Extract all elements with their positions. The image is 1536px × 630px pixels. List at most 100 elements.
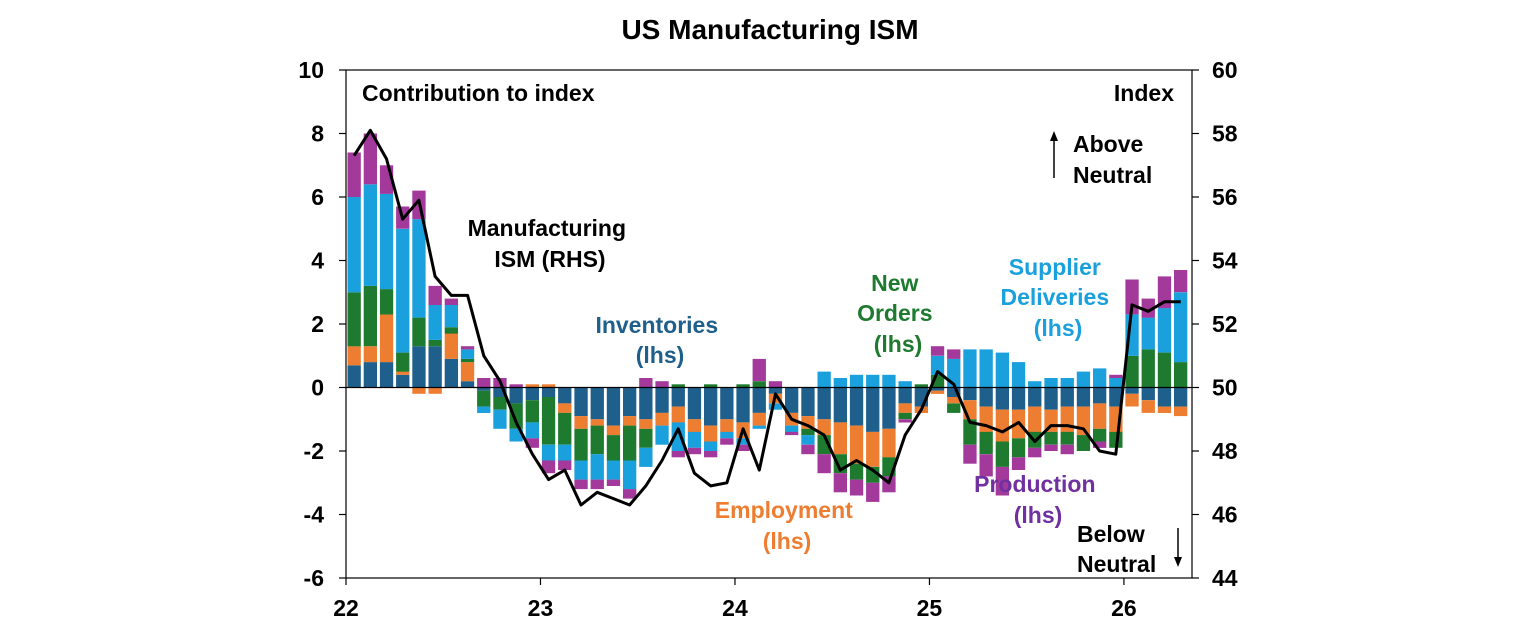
right-tick-label: 56 bbox=[1212, 184, 1238, 210]
left-tick-label: 2 bbox=[311, 311, 324, 337]
bar-supplier-deliveries-2024-01 bbox=[736, 438, 750, 445]
bar-new-orders-2025-02 bbox=[947, 403, 961, 413]
bar-production-2025-04 bbox=[979, 454, 993, 477]
bar-inventories-2025-01 bbox=[930, 387, 945, 391]
x-tick-label: 23 bbox=[528, 595, 554, 621]
right-tick-label: 50 bbox=[1212, 375, 1238, 401]
right-axis-label: Index bbox=[1114, 80, 1174, 106]
bar-new-orders-2022-07 bbox=[444, 327, 458, 334]
bar-supplier-deliveries-2026-03 bbox=[1157, 308, 1172, 353]
bar-inventories-2022-02 bbox=[363, 362, 377, 388]
bar-inventories-2022-05 bbox=[412, 346, 426, 388]
bar-supplier-deliveries-2023-01 bbox=[541, 444, 556, 461]
bar-inventories-2023-05 bbox=[606, 387, 621, 426]
bar-supplier-deliveries-2024-05 bbox=[801, 435, 815, 445]
left-axis-label: Contribution to index bbox=[362, 80, 595, 106]
bar-inventories-2024-10 bbox=[882, 387, 896, 429]
bar-employment-2023-11 bbox=[704, 425, 718, 442]
bar-new-orders-2023-06 bbox=[623, 425, 637, 461]
bar-inventories-2025-07 bbox=[1028, 387, 1042, 407]
bar-employment-2024-08 bbox=[849, 425, 864, 464]
bar-supplier-deliveries-2024-10 bbox=[882, 374, 896, 388]
bar-employment-2023-08 bbox=[655, 412, 669, 426]
bar-supplier-deliveries-2024-06 bbox=[817, 371, 831, 388]
bar-supplier-deliveries-2026-02 bbox=[1141, 317, 1155, 350]
bar-employment-2026-03 bbox=[1157, 406, 1172, 413]
bar-supplier-deliveries-2022-09 bbox=[477, 406, 491, 413]
bar-employment-2026-01 bbox=[1125, 393, 1139, 407]
x-tick-label: 22 bbox=[333, 595, 359, 621]
bar-new-orders-2023-05 bbox=[606, 435, 621, 461]
bar-production-2022-07 bbox=[444, 298, 458, 305]
bar-employment-2022-07 bbox=[444, 333, 458, 359]
bar-production-2023-04 bbox=[590, 479, 604, 490]
bar-supplier-deliveries-2023-06 bbox=[623, 460, 637, 490]
production-annotation: Production (lhs) bbox=[974, 471, 1102, 528]
bar-new-orders-2022-04 bbox=[396, 352, 410, 372]
bar-production-2022-09 bbox=[477, 378, 491, 388]
bar-inventories-2024-08 bbox=[849, 387, 864, 426]
left-tick-label: 10 bbox=[298, 57, 324, 83]
bar-employment-2023-01 bbox=[541, 384, 556, 388]
bar-supplier-deliveries-2022-01 bbox=[347, 197, 361, 293]
bar-employment-2026-02 bbox=[1141, 400, 1155, 413]
bar-new-orders-2024-08 bbox=[849, 463, 864, 480]
bar-employment-2022-01 bbox=[347, 346, 361, 366]
bar-employment-2022-03 bbox=[379, 314, 394, 363]
bar-inventories-2024-01 bbox=[736, 387, 750, 423]
new-orders-annotation: New Orders (lhs) bbox=[857, 270, 939, 357]
above-neutral-line1: Above bbox=[1073, 131, 1143, 157]
below-neutral-line2: Neutral bbox=[1077, 551, 1156, 577]
bar-supplier-deliveries-2025-07 bbox=[1028, 381, 1042, 388]
bar-new-orders-2022-10 bbox=[493, 397, 507, 410]
bar-supplier-deliveries-2022-05 bbox=[412, 219, 426, 318]
bar-employment-2024-09 bbox=[866, 431, 880, 467]
left-tick-label: 6 bbox=[311, 184, 324, 210]
supplier-deliveries-annotation-line3: (lhs) bbox=[1034, 315, 1083, 341]
bar-production-2022-02 bbox=[363, 133, 377, 185]
bar-new-orders-2025-08 bbox=[1044, 431, 1058, 445]
bar-employment-2023-02 bbox=[558, 403, 572, 413]
bar-production-2022-11 bbox=[509, 384, 523, 388]
bar-employment-2023-03 bbox=[574, 416, 588, 429]
bar-new-orders-2023-01 bbox=[541, 397, 556, 445]
bar-new-orders-2025-03 bbox=[963, 419, 977, 445]
bar-employment-2022-05 bbox=[412, 387, 426, 394]
bar-new-orders-2023-07 bbox=[639, 428, 653, 448]
down-arrow-icon bbox=[1174, 528, 1182, 567]
bar-employment-2023-07 bbox=[639, 419, 653, 429]
production-annotation-line2: (lhs) bbox=[1014, 502, 1063, 528]
bar-production-2024-04 bbox=[785, 431, 799, 436]
bar-supplier-deliveries-2025-01 bbox=[930, 355, 945, 375]
bar-inventories-2023-10 bbox=[687, 387, 702, 420]
bar-supplier-deliveries-2025-06 bbox=[1011, 362, 1026, 388]
bar-supplier-deliveries-2022-04 bbox=[396, 228, 410, 353]
bar-inventories-2022-06 bbox=[428, 346, 442, 388]
bar-new-orders-2022-02 bbox=[363, 285, 377, 347]
bar-inventories-2024-03 bbox=[768, 387, 783, 394]
bar-inventories-2025-02 bbox=[947, 387, 961, 397]
bar-supplier-deliveries-2025-05 bbox=[995, 352, 1009, 388]
bar-inventories-2025-04 bbox=[979, 387, 993, 407]
bar-new-orders-2024-01 bbox=[736, 384, 750, 388]
bar-inventories-2025-03 bbox=[963, 387, 977, 401]
bar-employment-2022-06 bbox=[428, 387, 442, 394]
employment-annotation: Employment (lhs) bbox=[715, 497, 859, 554]
bar-new-orders-2022-01 bbox=[347, 292, 361, 347]
bar-inventories-2023-07 bbox=[639, 387, 653, 420]
ism-line bbox=[352, 128, 1181, 507]
bar-supplier-deliveries-2022-02 bbox=[363, 184, 377, 286]
bar-inventories-2025-11 bbox=[1093, 387, 1107, 404]
bar-new-orders-2025-05 bbox=[995, 441, 1009, 467]
bar-new-orders-2022-03 bbox=[379, 289, 394, 315]
left-tick-label: -2 bbox=[304, 438, 324, 464]
right-tick-label: 46 bbox=[1212, 502, 1238, 528]
bar-supplier-deliveries-2023-08 bbox=[655, 425, 669, 445]
bar-new-orders-2025-09 bbox=[1060, 431, 1074, 445]
bar-production-2024-11 bbox=[898, 419, 912, 423]
bar-inventories-2023-03 bbox=[574, 387, 588, 417]
ism-annotation: Manufacturing ISM (RHS) bbox=[468, 215, 633, 272]
bar-new-orders-2025-10 bbox=[1076, 435, 1091, 451]
bar-new-orders-2023-02 bbox=[558, 412, 572, 445]
bar-production-2025-07 bbox=[1028, 447, 1042, 458]
